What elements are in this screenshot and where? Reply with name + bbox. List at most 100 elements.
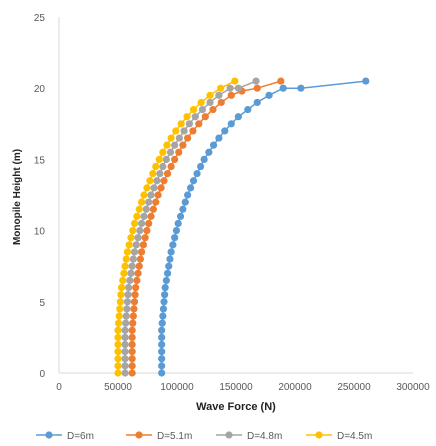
data-point — [174, 219, 182, 228]
data-point — [149, 205, 157, 213]
data-point — [155, 155, 163, 163]
data-point — [152, 162, 160, 171]
data-point — [114, 369, 122, 377]
data-point — [159, 312, 167, 320]
data-point — [131, 291, 139, 299]
data-point — [143, 227, 151, 235]
data-point — [160, 298, 168, 306]
data-point — [139, 241, 147, 249]
y-tick-label: 15 — [34, 155, 46, 166]
data-point — [133, 276, 141, 285]
legend: D=6m D=5.1m D=4.8m D=4.5m — [36, 431, 372, 442]
data-point — [163, 170, 172, 178]
data-point — [128, 333, 136, 341]
data-point — [130, 305, 138, 313]
data-point — [189, 177, 198, 185]
y-tick-label: 5 — [39, 298, 45, 309]
data-point — [123, 305, 131, 313]
data-point — [128, 362, 136, 370]
y-tick-label: 0 — [39, 369, 45, 380]
data-point — [167, 248, 175, 256]
data-point — [234, 113, 242, 121]
data-point — [161, 291, 169, 299]
data-point — [244, 105, 252, 114]
data-point — [253, 84, 261, 92]
data-point — [149, 170, 157, 178]
data-point — [159, 148, 167, 156]
data-point — [167, 134, 175, 142]
data-point — [150, 184, 158, 192]
data-point — [121, 369, 129, 377]
series-D=6m — [158, 77, 370, 377]
data-point — [114, 348, 122, 356]
x-tick-label: 150000 — [219, 382, 253, 393]
data-point — [175, 134, 183, 142]
data-point — [158, 362, 166, 370]
data-point — [129, 312, 137, 320]
legend-label: D=5.1m — [157, 431, 192, 441]
data-point — [158, 355, 166, 363]
data-point — [130, 219, 139, 228]
data-point — [184, 134, 192, 142]
data-point — [297, 84, 305, 92]
data-point — [121, 348, 129, 356]
data-point — [183, 113, 191, 121]
data-point — [162, 155, 170, 163]
data-point — [189, 105, 198, 114]
data-point — [158, 319, 166, 327]
data-point — [191, 113, 199, 121]
data-point — [116, 298, 124, 306]
data-point — [128, 355, 136, 363]
data-point — [215, 91, 223, 99]
y-axis-title: Monopile Height (m) — [12, 149, 23, 245]
data-point — [117, 291, 125, 299]
y-tick-label: 25 — [34, 13, 46, 24]
y-tick-label: 10 — [34, 227, 46, 238]
data-point — [176, 212, 185, 220]
data-point — [179, 205, 187, 213]
data-point — [114, 340, 122, 349]
data-point — [123, 298, 132, 306]
data-point — [121, 333, 129, 341]
data-point — [171, 234, 179, 242]
data-point — [215, 134, 223, 142]
data-point — [119, 276, 127, 285]
data-point — [166, 255, 174, 263]
data-point — [221, 127, 229, 135]
series-layer — [114, 77, 370, 377]
data-point — [227, 91, 235, 99]
data-point — [116, 305, 124, 313]
data-point — [279, 84, 287, 92]
legend-item: D=6m — [36, 431, 94, 442]
series-D=4.5m — [114, 77, 239, 377]
data-point — [253, 98, 261, 107]
data-point — [130, 298, 139, 306]
data-point — [217, 98, 225, 107]
data-point — [135, 205, 143, 213]
data-point — [172, 227, 181, 235]
data-point — [133, 212, 141, 220]
data-point — [126, 276, 134, 285]
legend-item: D=5.1m — [126, 431, 192, 442]
data-point — [121, 362, 129, 370]
data-point — [134, 234, 142, 242]
data-point — [206, 91, 214, 99]
data-point — [128, 340, 136, 349]
data-point — [121, 355, 129, 363]
data-point — [163, 269, 172, 277]
data-point — [171, 141, 179, 149]
data-point — [129, 255, 137, 263]
data-point — [147, 212, 155, 220]
x-tick-label: 250000 — [337, 382, 371, 393]
data-point — [132, 283, 140, 292]
data-point — [175, 148, 183, 156]
data-point — [122, 255, 130, 263]
data-point — [177, 120, 185, 128]
data-point — [114, 333, 122, 341]
data-point — [185, 120, 193, 128]
data-point — [129, 319, 137, 327]
data-point — [124, 291, 132, 299]
data-point — [161, 283, 169, 292]
legend-label: D=6m — [67, 431, 94, 441]
data-point — [156, 170, 164, 178]
